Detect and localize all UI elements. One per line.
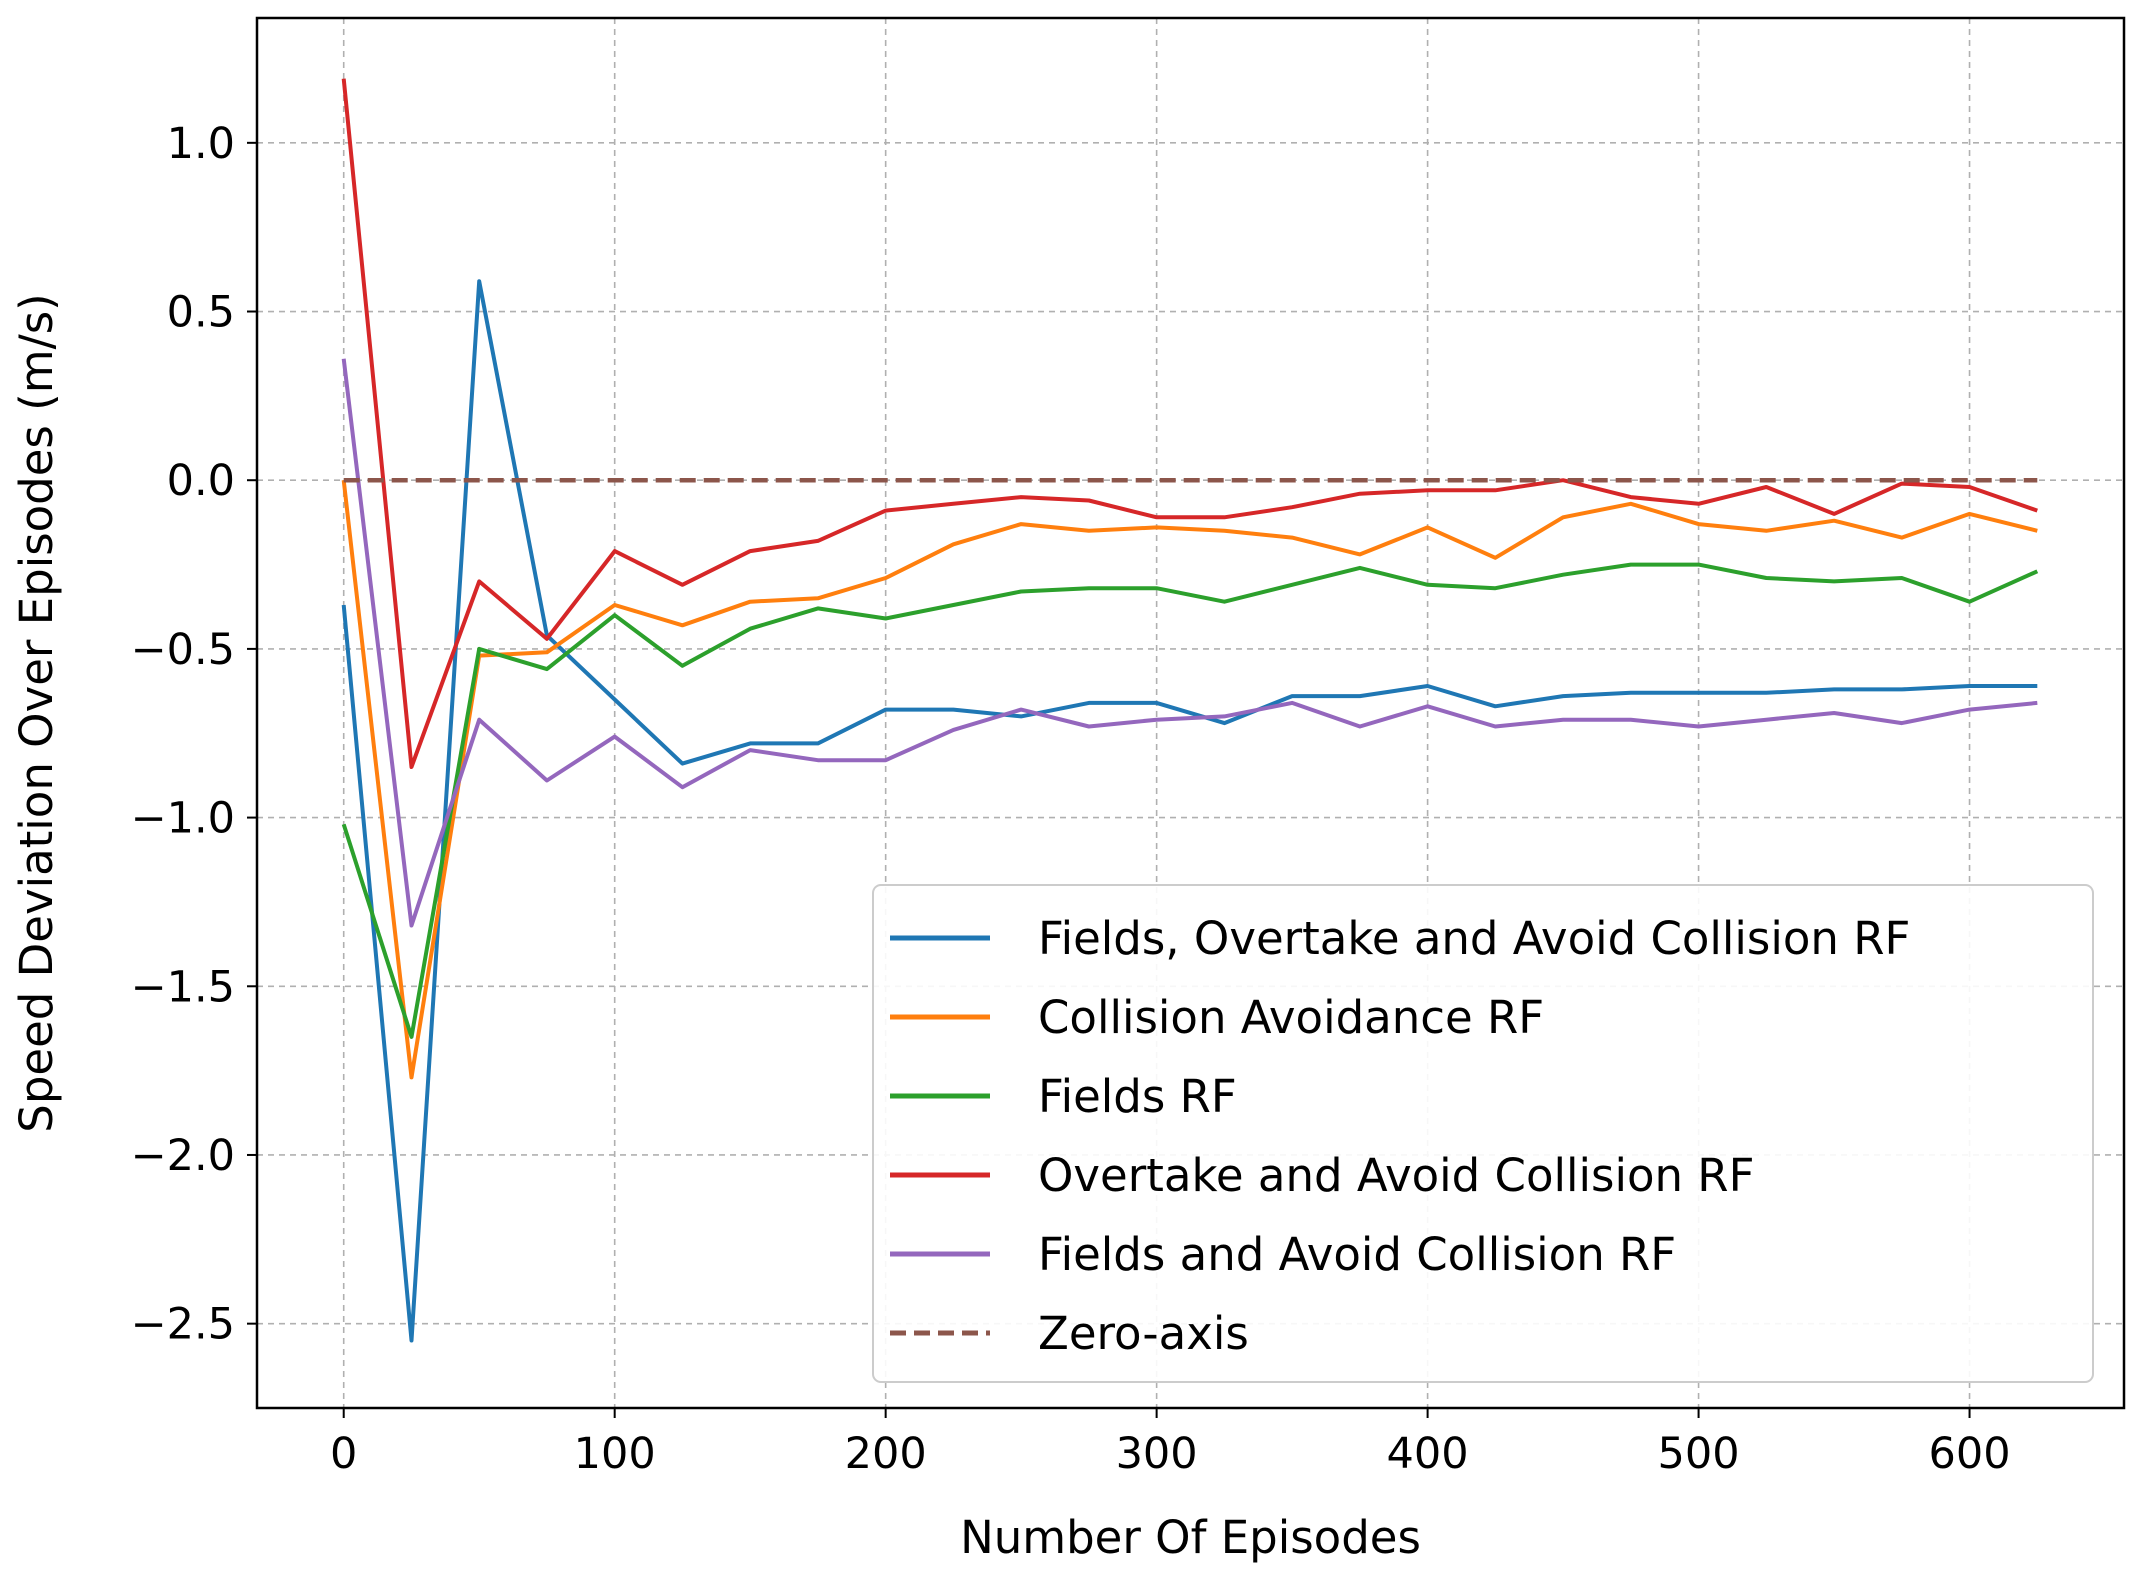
y-axis-ticks: 1.0 0.5 0.0 −0.5 −1.0 −1.5 −2.0 −2.5 — [131, 119, 257, 1350]
legend-label: Fields and Avoid Collision RF — [1038, 1228, 1676, 1281]
legend: Fields, Overtake and Avoid Collision RF C… — [872, 884, 2094, 1383]
series-line-fields-and-avoid-collision-rf — [341, 358, 2038, 928]
legend-label: Zero-axis — [1038, 1307, 1249, 1360]
series-line-fields-overtake-and-avoid-collision-rf — [341, 279, 2038, 1343]
legend-label: Collision Avoidance RF — [1038, 991, 1544, 1044]
x-tick-label: 500 — [1658, 1429, 1740, 1479]
x-tick-label: 200 — [845, 1429, 927, 1479]
x-tick-label: 100 — [574, 1429, 656, 1479]
x-axis-ticks: 0 100 200 300 400 500 600 — [330, 1408, 2011, 1479]
legend-box — [872, 884, 2094, 1383]
y-tick-label: 0.0 — [167, 456, 235, 506]
y-axis-label: Speed Deviation Over Episodes (m/s) — [10, 293, 63, 1133]
x-tick-label: 400 — [1387, 1429, 1469, 1479]
y-tick-label: −2.5 — [131, 1300, 235, 1350]
x-tick-label: 300 — [1116, 1429, 1198, 1479]
legend-item: Overtake and Avoid Collision RF — [890, 1149, 1754, 1202]
legend-item: Fields RF — [890, 1070, 1237, 1123]
series-line-fields-rf — [341, 562, 2039, 1039]
legend-label: Overtake and Avoid Collision RF — [1038, 1149, 1754, 1202]
legend-item: Fields and Avoid Collision RF — [890, 1228, 1676, 1281]
y-tick-label: −2.0 — [131, 1131, 235, 1181]
x-tick-label: 0 — [330, 1429, 357, 1479]
legend-item: Collision Avoidance RF — [890, 991, 1544, 1044]
legend-item: Fields, Overtake and Avoid Collision RF — [890, 912, 1910, 965]
y-tick-label: −1.0 — [131, 794, 235, 844]
x-tick-label: 600 — [1929, 1429, 2011, 1479]
y-tick-label: −1.5 — [131, 962, 235, 1012]
legend-label: Fields, Overtake and Avoid Collision RF — [1038, 912, 1910, 965]
series-line-collision-avoidance-rf — [341, 479, 2038, 1080]
legend-item: Zero-axis — [890, 1307, 1249, 1360]
series-line-overtake-and-avoid-collision-rf — [341, 78, 2038, 769]
legend-label: Fields RF — [1038, 1070, 1237, 1123]
series-lines — [341, 78, 2039, 1343]
plot-area-frame — [255, 16, 2126, 1410]
x-axis-label: Number Of Episodes — [960, 1511, 1421, 1564]
y-tick-label: −0.5 — [131, 625, 235, 675]
y-tick-label: 1.0 — [167, 119, 235, 169]
y-tick-label: 0.5 — [167, 288, 235, 338]
